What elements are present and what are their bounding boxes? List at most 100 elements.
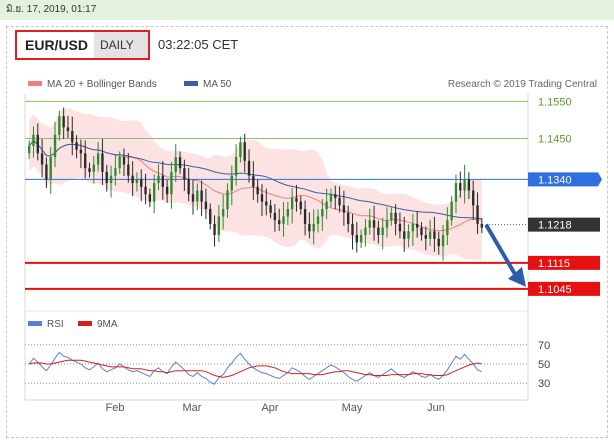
candle bbox=[226, 183, 229, 218]
candle-body bbox=[450, 201, 453, 221]
candle-body bbox=[40, 153, 44, 165]
forecast-arrow bbox=[484, 223, 526, 287]
current-price-tag bbox=[528, 217, 600, 232]
candle bbox=[247, 149, 251, 183]
candle-body bbox=[71, 131, 74, 143]
candle-body bbox=[467, 179, 471, 191]
support-tag-2 bbox=[528, 281, 600, 296]
candle-body bbox=[196, 190, 199, 202]
candle bbox=[398, 212, 402, 239]
symbol-label: EUR/USD bbox=[25, 37, 89, 53]
rsi-legend-label: RSI bbox=[47, 319, 64, 330]
candle-body bbox=[407, 231, 410, 239]
candle-body bbox=[459, 183, 462, 191]
candle bbox=[256, 179, 259, 203]
candle-body bbox=[53, 134, 57, 158]
candle-body bbox=[420, 227, 423, 236]
candle-body bbox=[476, 205, 479, 224]
candle-body bbox=[230, 175, 233, 191]
candle-body bbox=[316, 216, 320, 224]
candle bbox=[476, 192, 479, 234]
candle-body bbox=[221, 209, 225, 217]
candle-body bbox=[174, 157, 177, 172]
candle bbox=[213, 215, 216, 247]
candle-body bbox=[27, 145, 31, 154]
candle-body bbox=[415, 223, 419, 228]
candle-body bbox=[178, 157, 182, 169]
candle-body bbox=[170, 171, 173, 195]
candle bbox=[338, 186, 341, 213]
candle bbox=[364, 219, 367, 247]
candle-body bbox=[377, 227, 380, 236]
candle-body bbox=[88, 168, 91, 172]
candles bbox=[27, 107, 484, 261]
ma9-legend-swatch bbox=[78, 321, 92, 326]
candle bbox=[101, 138, 104, 185]
candle bbox=[157, 164, 160, 191]
timeframe-label[interactable]: DAILY bbox=[94, 32, 148, 58]
candle bbox=[32, 126, 35, 158]
candle bbox=[428, 219, 432, 246]
candle-body bbox=[36, 134, 39, 154]
candle bbox=[58, 110, 61, 141]
resistance-label-3: 1.1340 bbox=[538, 174, 572, 186]
candle bbox=[295, 184, 298, 212]
candle-body bbox=[334, 194, 337, 198]
candle-body bbox=[226, 190, 229, 210]
price-levels: 1.1550 1.1450 1.1340 1.1218 1.1115 1.1045 bbox=[25, 96, 602, 296]
resistance-tag-3 bbox=[528, 172, 602, 187]
candle-body bbox=[278, 220, 281, 224]
candle bbox=[161, 161, 164, 200]
candle bbox=[463, 164, 466, 204]
candle bbox=[84, 140, 87, 179]
candle-body bbox=[32, 134, 35, 146]
candle-body bbox=[148, 194, 152, 202]
candle bbox=[209, 203, 212, 230]
candle-body bbox=[243, 142, 246, 161]
candle-body bbox=[338, 197, 341, 206]
candle-body bbox=[105, 171, 108, 184]
candle-body bbox=[131, 175, 134, 184]
candle-body bbox=[118, 157, 121, 169]
candle-body bbox=[446, 220, 449, 236]
candle-body bbox=[351, 223, 354, 236]
support-tag-1 bbox=[528, 255, 600, 270]
x-tick-label: May bbox=[342, 402, 363, 414]
bollinger-bands bbox=[29, 108, 482, 261]
candle-body bbox=[200, 190, 203, 202]
candle-body bbox=[286, 209, 290, 217]
candle-body bbox=[411, 223, 415, 232]
candle-body bbox=[260, 194, 264, 202]
candle-body bbox=[58, 116, 61, 135]
candle bbox=[450, 196, 453, 226]
chart-panel bbox=[6, 26, 608, 438]
candle bbox=[480, 218, 484, 234]
candle bbox=[390, 207, 393, 226]
x-axis-labels: Feb Mar Apr May Jun bbox=[106, 402, 445, 414]
candle-body bbox=[127, 164, 130, 176]
candle bbox=[71, 116, 74, 156]
candle bbox=[62, 107, 65, 139]
candle-body bbox=[161, 175, 164, 187]
plot-frame bbox=[24, 94, 529, 401]
x-tick-label: Mar bbox=[183, 402, 202, 414]
candle bbox=[467, 172, 471, 200]
candle bbox=[437, 231, 440, 255]
candle-body bbox=[381, 227, 384, 236]
forecast-arrow-head bbox=[508, 266, 526, 287]
candle bbox=[299, 196, 302, 215]
candle bbox=[49, 147, 52, 194]
candle-body bbox=[398, 223, 402, 232]
candle bbox=[334, 185, 337, 210]
candle-body bbox=[441, 235, 445, 247]
candle-body bbox=[428, 231, 432, 239]
candle bbox=[36, 123, 39, 161]
candle-body bbox=[282, 216, 285, 224]
candle-body bbox=[256, 186, 259, 195]
ma20-legend-swatch bbox=[28, 81, 42, 86]
candle bbox=[178, 151, 182, 174]
symbol-box[interactable]: EUR/USD DAILY bbox=[15, 30, 150, 60]
ma50-line bbox=[28, 139, 482, 220]
candle-body bbox=[433, 231, 436, 239]
